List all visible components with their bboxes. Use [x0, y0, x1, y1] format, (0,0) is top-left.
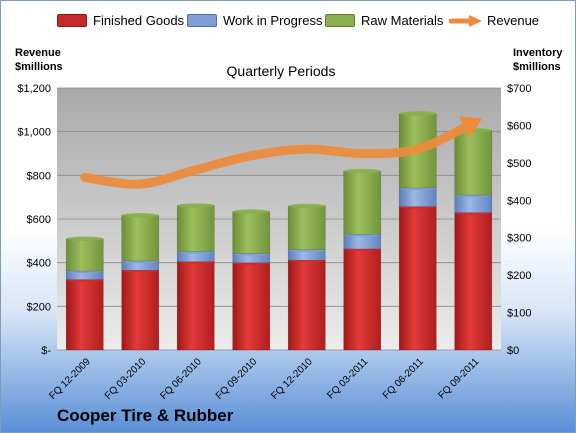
x-axis-ticks: FQ 12-2009 FQ 03-2010 FQ 06-2010 FQ 09-2010…: [47, 356, 481, 402]
right-tick-label: $200: [507, 270, 531, 282]
right-tick-label: $400: [507, 195, 531, 207]
right-tick-label: $500: [507, 158, 531, 170]
legend: Finished Goods Work in Progress Raw Mate…: [1, 11, 576, 35]
legend-swatch-work-in-progress: [187, 14, 217, 27]
legend-swatch-finished-goods: [57, 14, 87, 27]
x-tick-label: FQ 03-2011: [325, 356, 370, 401]
company-name: Cooper Tire & Rubber: [57, 406, 234, 425]
bar-work-in-progress: [454, 194, 493, 213]
x-tick-label: FQ 09-2011: [436, 356, 481, 401]
revenue-line: [80, 116, 483, 189]
legend-label-work-in-progress: Work in Progress: [223, 13, 323, 28]
bar-raw-materials-cap: [177, 203, 215, 208]
legend-item-work-in-progress: Work in Progress: [187, 13, 322, 28]
legend-item-finished-goods: Finished Goods: [57, 13, 184, 28]
right-axis-title-line2: $millions: [513, 61, 561, 73]
left-axis-title-line1: Revenue: [15, 47, 61, 59]
left-axis-title-line2: $millions: [15, 61, 63, 73]
right-axis-title: Inventory $millions: [513, 46, 563, 74]
bar-raw-materials-cap: [399, 111, 437, 116]
x-tick-label: FQ 09-2010: [214, 356, 260, 402]
right-tick-label: $600: [507, 120, 531, 132]
legend-arrow-icon: [449, 14, 482, 27]
bar-raw-materials: [454, 130, 493, 196]
chart-title: Quarterly Periods: [227, 63, 336, 79]
left-tick-label: $800: [27, 170, 51, 182]
x-tick-label: FQ 12-2010: [269, 356, 315, 402]
left-axis-ticks: $- $200 $400 $600 $800 $1,000 $1,200: [17, 83, 51, 357]
bar-finished-goods: [176, 261, 215, 351]
legend-item-revenue: Revenue: [449, 13, 539, 28]
right-axis-ticks: $0 $100 $200 $300 $400 $500 $600 $700: [507, 83, 531, 357]
bar-raw-materials: [121, 215, 160, 262]
bar-raw-materials-cap: [66, 236, 104, 242]
x-tick-label: FQ 06-2011: [381, 356, 426, 401]
right-tick-label: $300: [507, 233, 531, 245]
bar-finished-goods: [287, 259, 326, 351]
left-tick-label: $-: [41, 345, 51, 357]
left-tick-label: $400: [27, 258, 51, 270]
revenue-path: [80, 118, 478, 189]
left-tick-label: $600: [27, 214, 51, 226]
right-tick-label: $0: [507, 345, 519, 357]
bar-work-in-progress: [398, 187, 437, 207]
bar-raw-materials: [232, 211, 271, 254]
left-tick-label: $1,000: [17, 127, 51, 139]
bar-raw-materials-cap: [232, 209, 270, 214]
right-tick-label: $100: [507, 308, 531, 320]
right-axis-title-line1: Inventory: [513, 47, 563, 59]
left-axis-title: Revenue $millions: [15, 46, 63, 74]
bar-raw-materials: [287, 205, 326, 250]
right-tick-label: $700: [507, 83, 531, 95]
revenue-arrowhead: [459, 116, 483, 139]
bar-finished-goods: [232, 262, 271, 351]
left-tick-label: $200: [27, 301, 51, 313]
left-tick-label: $1,200: [17, 83, 51, 95]
legend-label-revenue: Revenue: [487, 13, 540, 28]
bar-finished-goods: [65, 279, 104, 351]
bar-finished-goods: [398, 206, 437, 351]
bar-raw-materials-cap: [343, 168, 381, 174]
bar-raw-materials: [65, 238, 104, 272]
bar-raw-materials-cap: [121, 213, 159, 218]
x-tick-label: FQ 06-2010: [158, 356, 204, 402]
bar-finished-goods: [454, 212, 493, 351]
x-tick-label: FQ 03-2010: [103, 356, 149, 402]
bar-raw-materials: [176, 205, 215, 252]
legend-label-finished-goods: Finished Goods: [93, 13, 185, 28]
legend-item-raw-materials: Raw Materials: [325, 13, 443, 28]
bar-finished-goods: [121, 270, 160, 351]
bars: [65, 111, 493, 351]
x-tick-label: FQ 12-2009: [47, 356, 93, 402]
bar-raw-materials: [343, 170, 382, 235]
legend-swatch-raw-materials: [325, 14, 355, 27]
legend-label-raw-materials: Raw Materials: [361, 13, 444, 28]
bar-raw-materials-cap: [288, 203, 326, 209]
bar-finished-goods: [343, 248, 382, 351]
